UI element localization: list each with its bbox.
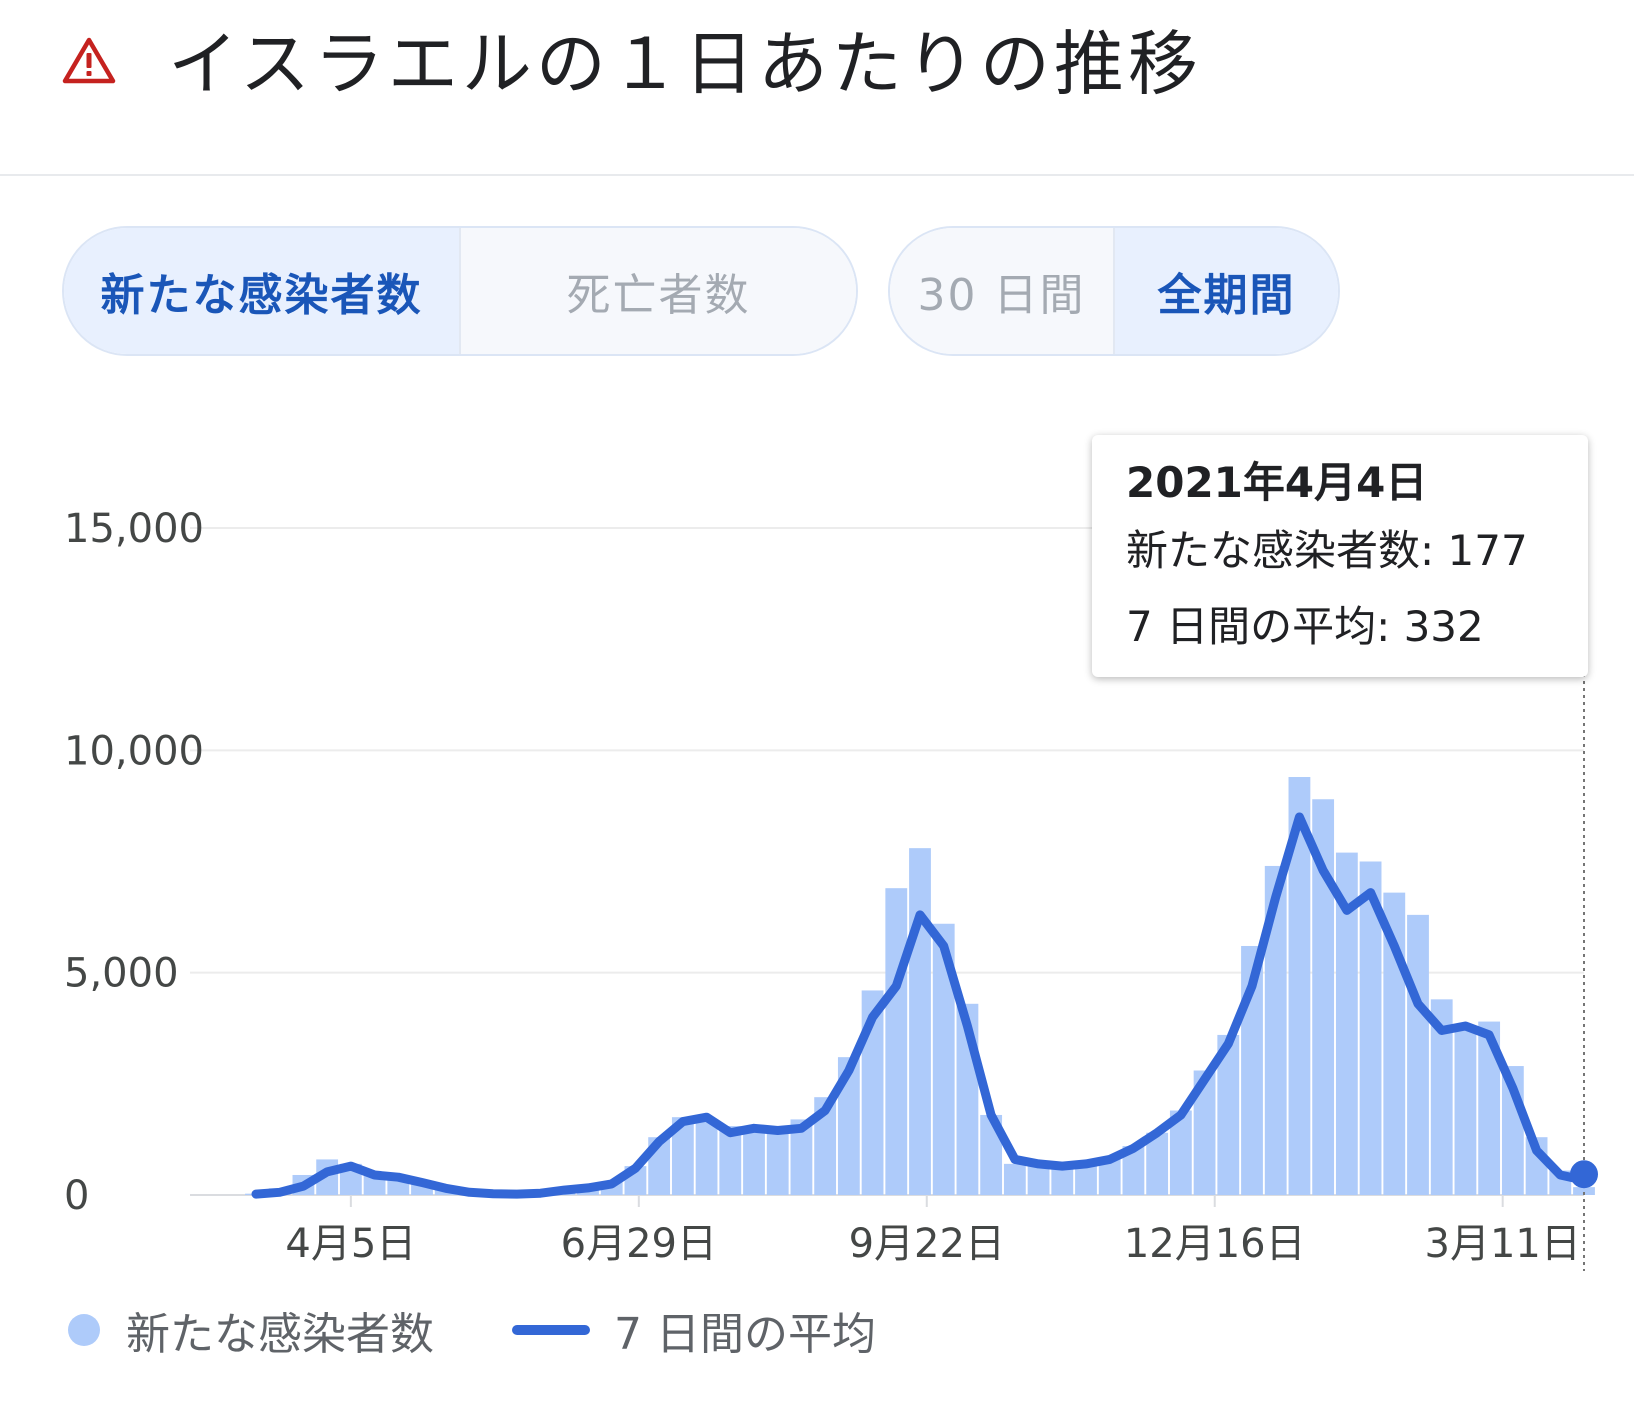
case-bar <box>1098 1157 1121 1195</box>
case-bar <box>1478 1021 1501 1195</box>
case-bar <box>1430 999 1453 1195</box>
case-bar <box>1288 777 1311 1195</box>
case-bar <box>1003 1163 1026 1195</box>
legend-average-swatch <box>512 1325 590 1335</box>
tooltip-cases: 新たな感染者数: 177 <box>1126 526 1528 575</box>
period-toggle: 30 日間 全期間 <box>888 226 1340 356</box>
y-tick-label: 5,000 <box>64 951 179 997</box>
case-bar <box>861 990 884 1195</box>
case-bar <box>411 1183 433 1195</box>
case-bar <box>719 1126 742 1195</box>
header: イスラエルの１日あたりの推移 <box>0 0 1634 176</box>
case-bar <box>1075 1163 1097 1195</box>
cases-bars <box>245 777 1595 1195</box>
case-bar <box>1407 914 1429 1195</box>
x-tick-label: 4月5日 <box>285 1221 416 1267</box>
page-title: イスラエルの１日あたりの推移 <box>168 23 1202 105</box>
hover-point <box>1570 1160 1598 1189</box>
tab-30-days[interactable]: 30 日間 <box>890 228 1113 354</box>
metric-toggle: 新たな感染者数 死亡者数 <box>62 226 858 356</box>
warning-triangle-icon <box>62 37 116 84</box>
x-axis: 4月5日 6月29日 9月22日 12月16日 3月11日 <box>285 1195 1581 1267</box>
case-bar <box>1335 852 1358 1195</box>
x-tick-label: 6月29日 <box>561 1221 717 1267</box>
x-tick-label: 12月16日 <box>1124 1221 1306 1267</box>
y-tick-label: 0 <box>64 1173 89 1219</box>
case-bar <box>671 1117 694 1195</box>
tab-new-cases[interactable]: 新たな感染者数 <box>64 228 459 354</box>
case-bar <box>1454 1030 1477 1195</box>
case-bar <box>743 1130 765 1195</box>
case-bar <box>1122 1146 1145 1195</box>
case-bar <box>885 888 908 1195</box>
case-bar <box>909 848 931 1195</box>
tooltip-date: 2021年4月4日 <box>1126 458 1428 507</box>
case-bar <box>1027 1166 1050 1195</box>
tab-deaths[interactable]: 死亡者数 <box>459 228 856 354</box>
case-bar <box>1359 861 1382 1195</box>
case-bar <box>1217 1034 1240 1195</box>
legend-average-label: 7 日間の平均 <box>614 1309 876 1360</box>
case-bar <box>1146 1132 1169 1195</box>
case-bar <box>1193 1070 1216 1195</box>
case-bar <box>695 1121 718 1195</box>
case-bar <box>980 1114 1003 1195</box>
y-tick-label: 15,000 <box>64 506 204 552</box>
hover-marker <box>1570 674 1598 1271</box>
case-bar <box>814 1097 837 1195</box>
case-bar <box>1573 1187 1595 1195</box>
chart-tooltip: 2021年4月4日 新たな感染者数: 177 7 日間の平均: 332 <box>1092 435 1588 677</box>
tooltip-average: 7 日間の平均: 332 <box>1126 602 1484 651</box>
case-bar <box>932 923 955 1195</box>
case-bar <box>1051 1168 1074 1195</box>
legend-cases-label: 新たな感染者数 <box>126 1309 434 1360</box>
cases-chart[interactable]: 0 5,000 10,000 15,000 4月5日 6月29日 9月22日 12月16日 3… <box>0 420 1634 1280</box>
y-tick-label: 10,000 <box>64 728 204 774</box>
case-bar <box>837 1057 860 1195</box>
tab-all-time[interactable]: 全期間 <box>1113 228 1338 354</box>
legend-cases-swatch <box>68 1314 100 1346</box>
case-bar <box>766 1128 789 1195</box>
average-line <box>251 812 1589 1199</box>
average-line-path <box>251 812 1589 1199</box>
case-bar <box>1169 1110 1192 1195</box>
x-tick-label: 9月22日 <box>849 1221 1005 1267</box>
case-bar <box>1264 865 1287 1195</box>
case-bar <box>1312 799 1335 1195</box>
y-axis: 0 5,000 10,000 15,000 <box>64 506 204 1219</box>
chart-legend: 新たな感染者数 7 日間の平均 <box>62 1300 876 1360</box>
case-bar <box>790 1119 813 1195</box>
x-tick-label: 3月11日 <box>1425 1221 1581 1267</box>
